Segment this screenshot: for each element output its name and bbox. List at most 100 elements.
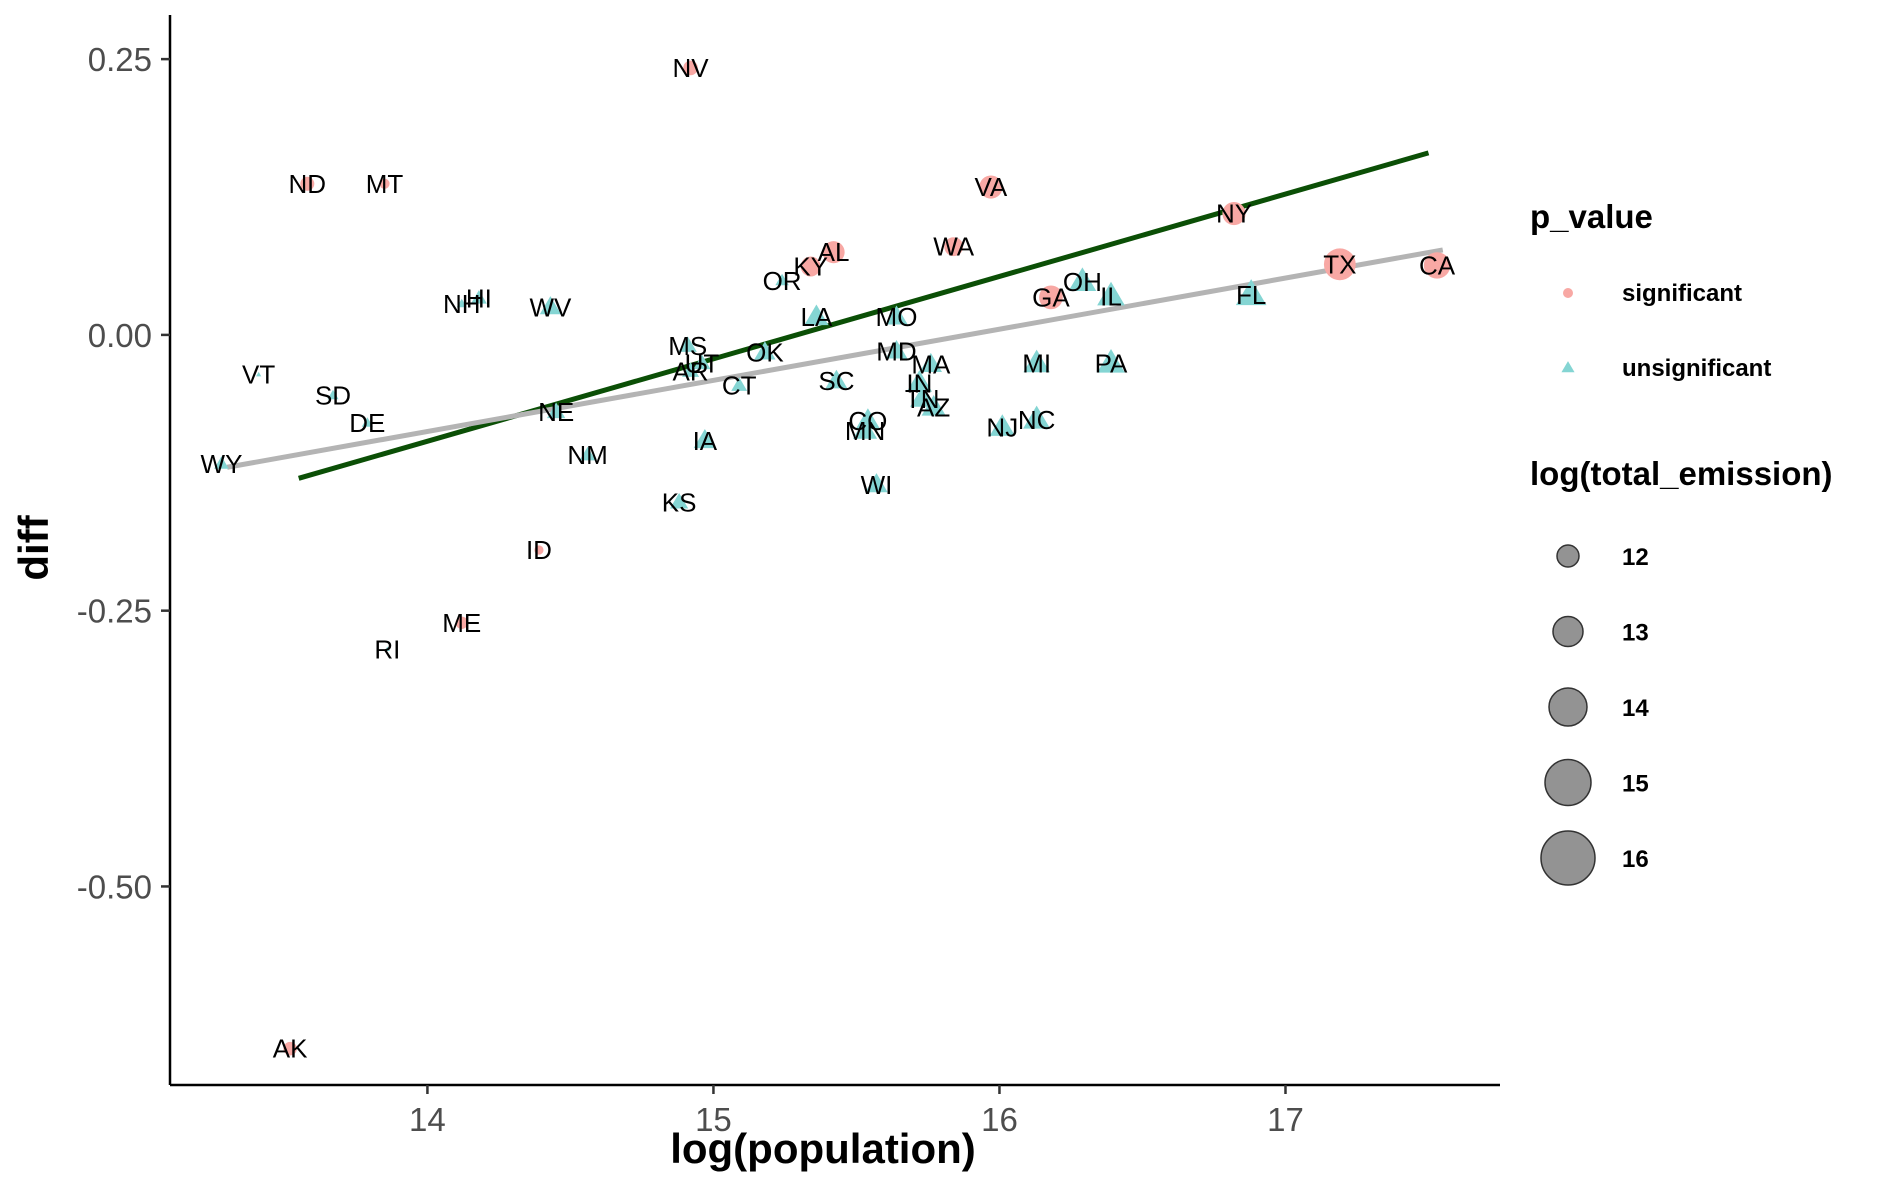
label-sd: SD (315, 381, 351, 411)
point-ar (682, 362, 700, 377)
point-wy (214, 456, 229, 469)
label-id: ID (526, 535, 552, 565)
point-or (775, 273, 789, 286)
legend-size-label-14: 14 (1622, 695, 1649, 722)
legend-key-unsignificant (1561, 361, 1575, 373)
point-in (906, 370, 933, 392)
fit-line-gray (226, 247, 1444, 470)
label-sc: SC (818, 366, 854, 396)
label-wa: WA (933, 232, 975, 262)
label-il: IL (1100, 281, 1122, 311)
label-in: IN (906, 368, 932, 398)
label-nj: NJ (986, 413, 1018, 443)
label-nh: NH (443, 289, 481, 319)
point-tn (910, 386, 935, 407)
label-ca: CA (1419, 250, 1456, 280)
point-nv (683, 60, 698, 76)
point-id (534, 545, 544, 555)
point-ms (678, 336, 697, 352)
y-axis-title: diff (10, 514, 57, 580)
label-pa: PA (1095, 349, 1128, 379)
point-ca (1423, 252, 1451, 279)
legend-size-title: log(total_emission) (1530, 455, 1833, 492)
legend-size-label-13: 13 (1622, 620, 1649, 647)
point-nm (579, 446, 596, 461)
point-ma (919, 352, 943, 372)
label-md: MD (876, 336, 916, 366)
point-ri (384, 646, 391, 651)
point-mo (885, 305, 908, 325)
point-mi (1023, 349, 1050, 373)
point-oh (1068, 267, 1097, 291)
label-or: OR (763, 266, 802, 296)
legend-size-key-14 (1548, 687, 1588, 727)
label-al: AL (818, 237, 850, 267)
x-tick-label: 16 (981, 1101, 1018, 1138)
x-axis-title: log(population) (670, 1125, 976, 1172)
point-ak (283, 1041, 297, 1056)
y-tick-label: 0.00 (88, 317, 152, 354)
label-mt: MT (366, 169, 404, 199)
point-ks (669, 492, 689, 509)
point-tx (1323, 248, 1356, 281)
label-la: LA (801, 302, 833, 332)
point-ia (693, 429, 717, 449)
x-tick-label: 15 (695, 1101, 732, 1138)
label-ok: OK (746, 338, 784, 368)
label-wi: WI (861, 470, 893, 500)
label-hi: HI (466, 283, 492, 313)
point-nd (300, 176, 315, 191)
point-me (455, 616, 468, 629)
label-ri: RI (374, 634, 400, 664)
label-co: CO (848, 406, 887, 436)
point-ct (731, 377, 748, 391)
legend-size-key-15 (1544, 758, 1592, 807)
point-ky (800, 256, 821, 277)
point-mt (379, 178, 390, 189)
point-az (921, 394, 946, 416)
label-ma: MA (911, 350, 951, 380)
point-ny (1222, 201, 1246, 226)
label-wy: WY (201, 449, 243, 479)
label-az: AZ (917, 393, 950, 423)
label-nc: NC (1018, 405, 1056, 435)
legend-size-label-12: 12 (1622, 544, 1649, 571)
legend-label-significant: significant (1622, 280, 1742, 307)
fit-lines-layer (226, 150, 1444, 481)
legend-size-key-12 (1556, 544, 1580, 568)
label-nv: NV (672, 53, 709, 83)
legend-size-key-16 (1540, 830, 1596, 886)
label-nm: NM (567, 440, 607, 470)
label-ar: AR (672, 356, 708, 386)
label-ne: NE (538, 397, 574, 427)
label-mo: MO (876, 302, 918, 332)
label-ky: KY (793, 252, 828, 282)
point-md (885, 339, 908, 359)
label-ny: NY (1216, 199, 1252, 229)
point-va (979, 175, 1003, 199)
points-layer (214, 60, 1451, 1056)
label-ak: AK (273, 1034, 308, 1064)
point-de (361, 417, 373, 427)
label-ut: UT (685, 349, 720, 379)
label-ct: CT (722, 371, 757, 401)
label-mn: MN (845, 416, 885, 446)
point-al (822, 241, 845, 264)
label-mi: MI (1022, 349, 1051, 379)
label-ks: KS (662, 488, 697, 518)
x-tick-label: 14 (409, 1101, 446, 1138)
legend-key-significant (1563, 288, 1573, 298)
point-hi (470, 290, 487, 304)
label-fl: FL (1236, 280, 1266, 310)
legend-label-unsignificant: unsignificant (1622, 355, 1771, 382)
label-nd: ND (289, 169, 327, 199)
y-tick-label: -0.50 (77, 868, 152, 905)
point-nh (456, 298, 467, 308)
label-wv: WV (529, 292, 572, 322)
label-ms: MS (668, 331, 707, 361)
point-nc (1023, 405, 1051, 429)
legend-size-label-16: 16 (1622, 846, 1649, 873)
